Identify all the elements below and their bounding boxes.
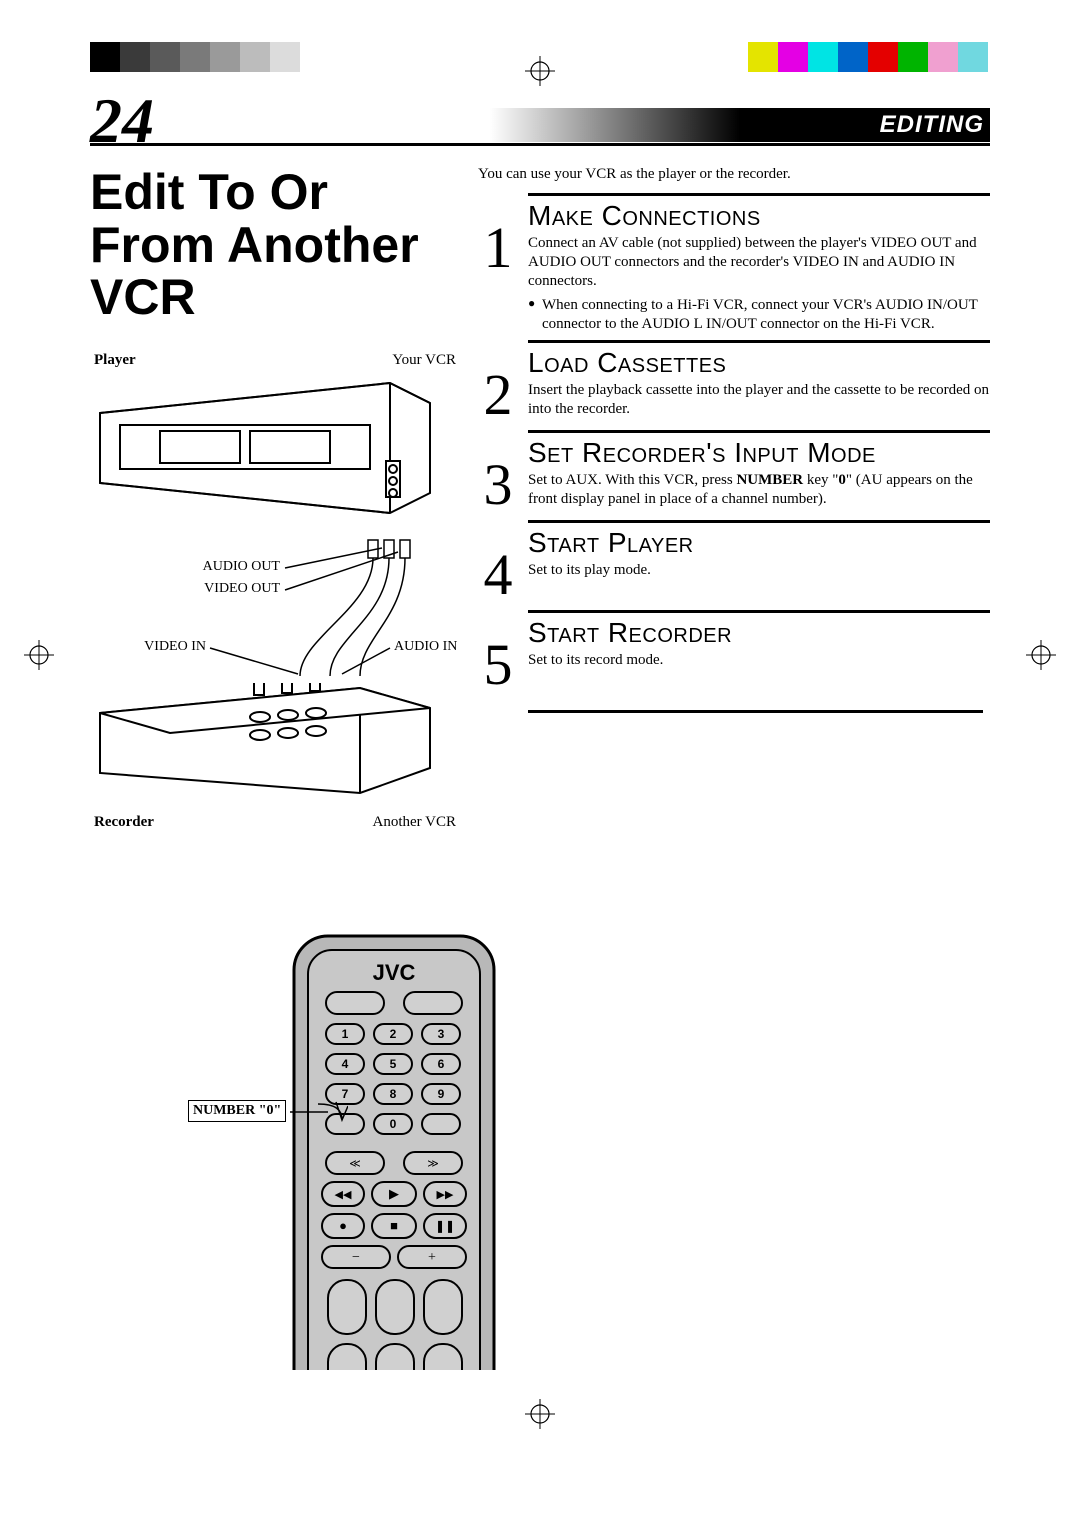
svg-text:+: + bbox=[428, 1250, 436, 1265]
registration-mark-left bbox=[24, 640, 54, 670]
svg-text:3: 3 bbox=[438, 1027, 445, 1041]
colorbar-right bbox=[748, 42, 988, 72]
swatch bbox=[90, 42, 120, 72]
step-number: 5 bbox=[478, 610, 518, 694]
page-number: 24 bbox=[90, 84, 154, 158]
intro-text: You can use your VCR as the player or th… bbox=[478, 166, 990, 183]
step-heading: Set Recorder's Input Mode bbox=[528, 437, 990, 469]
svg-text:1: 1 bbox=[342, 1027, 349, 1041]
player-vcr-illustration bbox=[90, 373, 440, 533]
step-heading: Make Connections bbox=[528, 200, 990, 232]
svg-text:≫: ≫ bbox=[427, 1158, 439, 1170]
step-heading: Start Recorder bbox=[528, 617, 990, 649]
step-text: Insert the playback cassette into the pl… bbox=[528, 381, 990, 419]
swatch bbox=[928, 42, 958, 72]
swatch bbox=[240, 42, 270, 72]
step-body: Start Recorder Set to its record mode. bbox=[528, 610, 990, 694]
step-bullet: When connecting to a Hi-Fi VCR, connect … bbox=[528, 296, 990, 334]
swatch bbox=[180, 42, 210, 72]
step-heading: Start Player bbox=[528, 527, 990, 559]
swatch bbox=[300, 42, 330, 72]
svg-text:▶: ▶ bbox=[389, 1186, 399, 1201]
remote-callout-label: NUMBER "0" bbox=[188, 1100, 286, 1122]
connection-diagram: Player Your VCR bbox=[90, 352, 460, 835]
svg-text:●: ● bbox=[339, 1218, 347, 1233]
svg-text:9: 9 bbox=[438, 1087, 445, 1101]
label-video-out: VIDEO OUT bbox=[204, 581, 280, 596]
swatch bbox=[868, 42, 898, 72]
svg-text:8: 8 bbox=[390, 1087, 397, 1101]
svg-text:0: 0 bbox=[390, 1117, 397, 1131]
label-video-in: VIDEO IN bbox=[144, 639, 206, 654]
svg-text:▶▶: ▶▶ bbox=[437, 1189, 454, 1201]
svg-text:−: − bbox=[352, 1250, 360, 1265]
remote-brand: JVC bbox=[373, 960, 416, 985]
step-body: Load CassettesInsert the playback casset… bbox=[528, 340, 990, 424]
svg-text:2: 2 bbox=[390, 1027, 397, 1041]
diagram-label-another-vcr: Another VCR bbox=[373, 814, 456, 831]
registration-mark-right bbox=[1026, 640, 1056, 670]
step-text: Connect an AV cable (not supplied) betwe… bbox=[528, 234, 990, 290]
swatch bbox=[120, 42, 150, 72]
label-audio-in: AUDIO IN bbox=[394, 639, 457, 654]
cable-illustration: AUDIO OUT VIDEO OUT VIDEO IN AUDIO IN bbox=[90, 538, 460, 678]
step: 5 Start Recorder Set to its record mode. bbox=[478, 610, 990, 694]
swatch bbox=[808, 42, 838, 72]
swatch bbox=[838, 42, 868, 72]
svg-text:≪: ≪ bbox=[349, 1158, 361, 1170]
step-text: Set to AUX. With this VCR, press NUMBER … bbox=[528, 471, 990, 509]
step-body: Make ConnectionsConnect an AV cable (not… bbox=[528, 193, 990, 334]
colorbar-left bbox=[90, 42, 330, 72]
swatch bbox=[150, 42, 180, 72]
header-bar: 24 EDITING bbox=[90, 100, 990, 146]
svg-text:7: 7 bbox=[342, 1087, 349, 1101]
registration-mark-top bbox=[525, 56, 555, 86]
remote-control-illustration: JVC 1 2 3 4 5 6 7 8 9 0 ≪ ≫ ◀◀ ▶ ▶▶ bbox=[280, 930, 510, 1370]
step-text: Set to its play mode. bbox=[528, 561, 990, 580]
step-number: 4 bbox=[478, 520, 518, 604]
step-body: Set Recorder's Input ModeSet to AUX. Wit… bbox=[528, 430, 990, 514]
step: 1Make ConnectionsConnect an AV cable (no… bbox=[478, 193, 990, 334]
step-number: 1 bbox=[478, 193, 518, 334]
svg-text:4: 4 bbox=[342, 1057, 349, 1071]
svg-text:■: ■ bbox=[390, 1218, 398, 1233]
swatch bbox=[898, 42, 928, 72]
step-number: 2 bbox=[478, 340, 518, 424]
svg-text:◀◀: ◀◀ bbox=[335, 1189, 352, 1201]
svg-text:❚❚: ❚❚ bbox=[435, 1219, 455, 1233]
diagram-label-your-vcr: Your VCR bbox=[392, 352, 456, 369]
swatch bbox=[778, 42, 808, 72]
diagram-label-player: Player bbox=[94, 352, 136, 369]
step-number: 3 bbox=[478, 430, 518, 514]
step: 4 Start Player Set to its play mode. bbox=[478, 520, 990, 604]
step-heading: Load Cassettes bbox=[528, 347, 990, 379]
diagram-label-recorder: Recorder bbox=[94, 814, 154, 831]
section-label: EDITING bbox=[490, 108, 990, 142]
recorder-vcr-illustration bbox=[90, 683, 440, 803]
step: 2Load CassettesInsert the playback casse… bbox=[478, 340, 990, 424]
page-title: Edit To Or From Another VCR bbox=[90, 166, 460, 324]
swatch bbox=[210, 42, 240, 72]
swatch bbox=[748, 42, 778, 72]
remote-callout-pointer bbox=[288, 1100, 348, 1130]
step-text: Set to its record mode. bbox=[528, 651, 990, 670]
swatch bbox=[958, 42, 988, 72]
label-audio-out: AUDIO OUT bbox=[203, 559, 281, 574]
swatch bbox=[270, 42, 300, 72]
step-body: Start Player Set to its play mode. bbox=[528, 520, 990, 604]
svg-text:6: 6 bbox=[438, 1057, 445, 1071]
svg-text:5: 5 bbox=[390, 1057, 397, 1071]
step: 3Set Recorder's Input ModeSet to AUX. Wi… bbox=[478, 430, 990, 514]
